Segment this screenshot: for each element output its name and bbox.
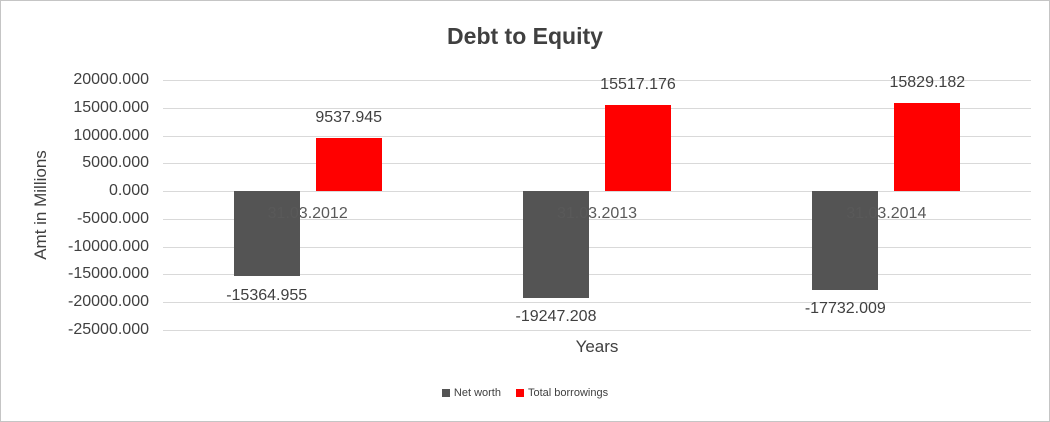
gridline--25000.000 [163, 330, 1031, 331]
chart-title: Debt to Equity [447, 23, 603, 49]
gridline-0.000 [163, 191, 1031, 193]
gridline--10000.000 [163, 246, 1031, 248]
data-label-net-worth-31.03.2012: -15364.955 [226, 286, 308, 304]
gridline--15000.000 [163, 274, 1031, 276]
y-tick-label: -25000.000 [68, 321, 149, 338]
y-tick-label: 0.000 [108, 182, 149, 200]
gridline-20000.000 [163, 80, 1031, 81]
y-tick-label: -15000.000 [68, 265, 149, 283]
gridline-15000.000 [163, 107, 1031, 109]
gridline--20000.000 [163, 302, 1031, 304]
gridline-10000.000 [163, 135, 1031, 137]
bar-total-borrowings-31.03.2013 [605, 104, 671, 192]
y-tick-label: 10000.000 [73, 126, 149, 144]
y-tick-label: -20000.000 [68, 293, 149, 311]
bar-net-worth-31.03.2012 [233, 191, 300, 277]
gridline--5000.000 [163, 218, 1031, 220]
legend-label-total-borrowings: Total borrowings [527, 387, 609, 399]
legend-item-total-borrowings: Total borrowings [515, 387, 609, 399]
bar-total-borrowings-31.03.2014 [894, 103, 961, 192]
y-tick-label: -10000.000 [68, 237, 149, 255]
y-tick-label: 15000.000 [73, 98, 149, 116]
bar-net-worth-31.03.2013 [523, 191, 589, 298]
data-label-net-worth-31.03.2014: -17732.009 [804, 299, 886, 317]
category-label-31.03.2014: 31.03.2014 [846, 205, 927, 222]
data-label-total-borrowings-31.03.2013: 15517.176 [600, 75, 676, 93]
data-label-total-borrowings-31.03.2012: 9537.945 [315, 109, 383, 127]
net-worth-swatch-icon [441, 389, 450, 397]
data-label-total-borrowings-31.03.2014: 15829.182 [889, 74, 966, 92]
x-axis-title: Years [575, 337, 619, 356]
category-label-31.03.2013: 31.03.2013 [556, 205, 638, 222]
data-label-net-worth-31.03.2013: -19247.208 [515, 308, 597, 325]
legend-item-net-worth: Net worth [441, 387, 501, 399]
legend-label-net-worth: Net worth [453, 387, 501, 399]
bar-total-borrowings-31.03.2012 [315, 138, 382, 192]
total-borrowings-swatch-icon [515, 389, 524, 397]
y-tick-label: 5000.000 [82, 154, 149, 172]
legend: Net worth Total borrowings [1, 387, 1049, 399]
gridline-5000.000 [163, 163, 1031, 165]
bar-net-worth-31.03.2014 [812, 191, 879, 290]
y-tick-label: 20000.000 [73, 71, 149, 88]
y-tick-label: -5000.000 [76, 209, 149, 227]
category-label-31.03.2012: 31.03.2012 [267, 205, 348, 222]
